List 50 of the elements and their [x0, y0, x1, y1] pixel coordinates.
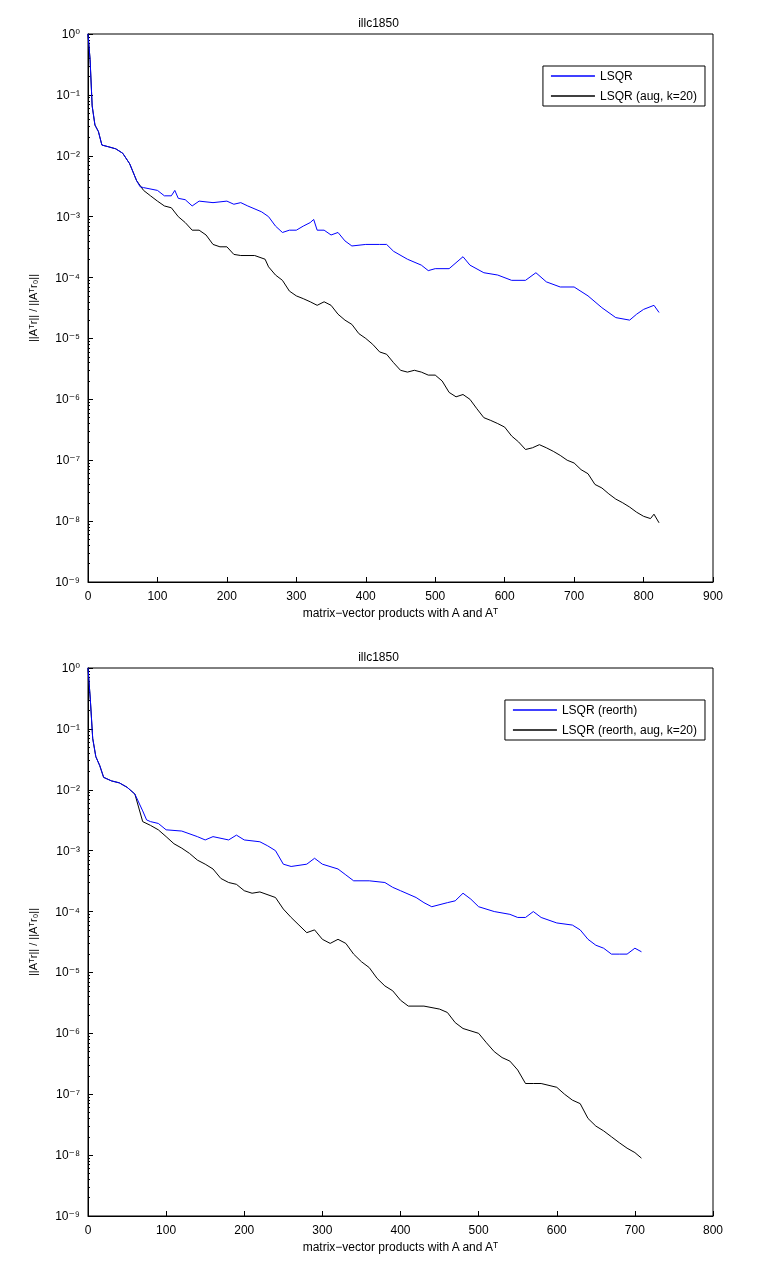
legend-label: LSQR — [599, 69, 633, 83]
x-axis-title: matrix−vector products with A and Aᵀ — [302, 605, 499, 620]
y-tick-label: 10⁻⁴ — [55, 270, 80, 285]
y-tick-label: 10⁻⁷ — [55, 453, 80, 468]
chart-title: illc1850 — [358, 16, 400, 30]
y-tick-label: 10⁻⁷ — [55, 1087, 80, 1102]
y-axis-title: ||Aᵀr|| / ||Aᵀr₀|| — [26, 907, 39, 977]
y-tick-label: 10⁻¹ — [56, 721, 80, 736]
x-tick-label: 600 — [546, 1223, 568, 1237]
y-tick-label: 10⁻² — [56, 782, 80, 797]
x-tick-label: 300 — [312, 1223, 333, 1237]
y-tick-label: 10⁰ — [61, 661, 81, 675]
x-tick-label: 200 — [234, 1223, 255, 1237]
y-tick-label: 10⁻⁶ — [55, 392, 81, 407]
x-tick-label: 0 — [84, 1223, 92, 1237]
x-tick-label: 500 — [468, 1223, 489, 1237]
x-tick-label: 400 — [355, 589, 377, 603]
x-tick-label: 500 — [425, 589, 446, 603]
x-tick-label: 100 — [147, 589, 168, 603]
x-tick-label: 900 — [702, 589, 724, 603]
y-tick-label: 10⁻⁵ — [55, 965, 81, 980]
line-series — [87, 667, 642, 955]
y-tick-label: 10⁻⁶ — [55, 1026, 81, 1041]
x-tick-label: 700 — [624, 1223, 646, 1237]
y-tick-label: 10⁰ — [61, 27, 81, 41]
x-tick-label: 600 — [494, 589, 515, 603]
y-tick-label: 10⁻¹ — [56, 87, 80, 102]
x-tick-label: 0 — [84, 589, 92, 603]
x-tick-label: 700 — [564, 589, 585, 603]
chart-title: illc1850 — [358, 650, 400, 664]
y-tick-label: 10⁻⁹ — [55, 1209, 80, 1223]
legend-label: LSQR (reorth, aug, k=20) — [561, 723, 698, 737]
x-tick-label: 200 — [216, 589, 238, 603]
x-tick-label: 800 — [702, 1223, 724, 1237]
y-tick-label: 10⁻⁵ — [55, 331, 81, 346]
x-tick-label: 100 — [156, 1223, 177, 1237]
x-axis-title: matrix−vector products with A and Aᵀ — [302, 1239, 499, 1254]
x-tick-label: 800 — [633, 589, 654, 603]
x-tick-label: 300 — [286, 589, 307, 603]
y-tick-label: 10⁻² — [56, 148, 80, 163]
y-tick-label: 10⁻³ — [56, 209, 80, 224]
y-tick-label: 10⁻³ — [56, 843, 80, 858]
x-tick-label: 400 — [390, 1223, 411, 1237]
y-tick-label: 10⁻⁸ — [55, 514, 80, 529]
legend-label: LSQR (aug, k=20) — [599, 89, 698, 103]
y-tick-label: 10⁻⁴ — [55, 904, 80, 919]
y-axis-title: ||Aᵀr|| / ||Aᵀr₀|| — [26, 273, 39, 343]
y-tick-label: 10⁻⁸ — [55, 1148, 80, 1163]
y-tick-label: 10⁻⁹ — [55, 575, 80, 589]
legend-label: LSQR (reorth) — [561, 703, 638, 717]
